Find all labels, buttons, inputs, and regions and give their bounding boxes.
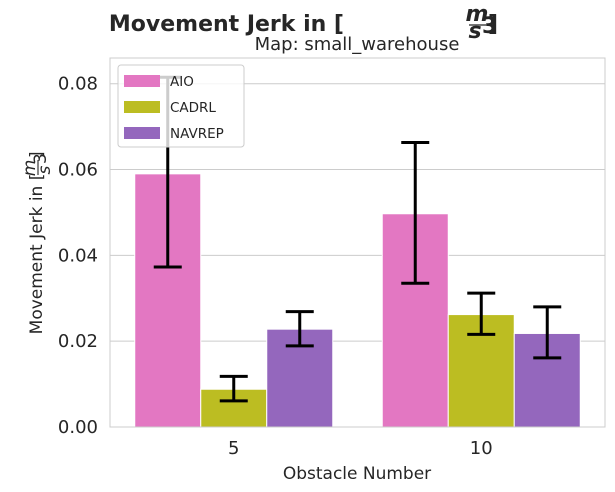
chart-title-close: ] (488, 12, 498, 37)
legend-swatch-cadrl (124, 101, 160, 113)
chart-title-unit-den: s (468, 19, 481, 44)
legend-label-cadrl: CADRL (170, 100, 216, 116)
y-axis-label-unit-den: s (35, 165, 55, 174)
x-axis-label: Obstacle Number (283, 464, 431, 484)
chart-subtitle: Map: small_warehouse (255, 34, 460, 55)
y-tick-label: 0.04 (58, 245, 98, 266)
y-tick-label: 0.02 (58, 331, 98, 352)
legend-swatch-navrep (124, 127, 160, 139)
y-tick-label: 0.06 (58, 160, 98, 181)
chart-title: Movement Jerk in [ (109, 12, 344, 37)
y-axis-label: Movement Jerk in [ m s 3 ] (20, 151, 55, 334)
plot-area: 0.00 0.02 0.04 0.06 0.08 5 10 (58, 57, 606, 459)
y-axis-label-text: Movement Jerk in [ (27, 174, 47, 335)
y-tick-label: 0.00 (58, 417, 98, 438)
plot-frame (109, 57, 606, 428)
x-tick-label: 10 (470, 438, 493, 459)
y-axis-label-close: ] (27, 151, 47, 158)
legend: AIO CADRL NAVREP (117, 64, 245, 148)
legend-label-navrep: NAVREP (170, 126, 224, 142)
chart-title-unit-num: m (466, 2, 489, 27)
legend-swatch-aio (124, 75, 160, 87)
y-axis-label-unit-num: m (20, 160, 40, 177)
legend-label-aio: AIO (170, 74, 194, 90)
y-axis-label-unit-exp: 3 (31, 153, 51, 164)
chart-title-unit-exp: 3 (482, 14, 497, 39)
y-tick-label: 0.08 (58, 74, 98, 95)
x-tick-label: 5 (228, 438, 239, 459)
